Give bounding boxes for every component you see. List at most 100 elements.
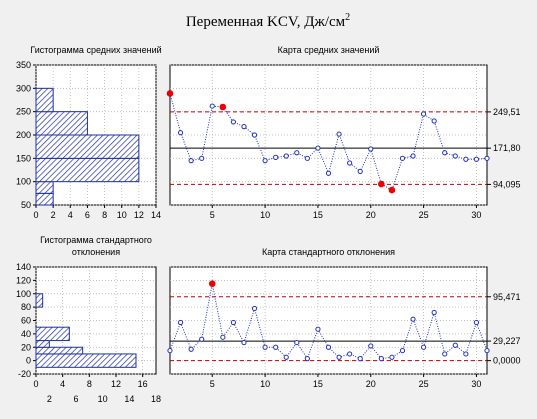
control-chart-1-control-label: 94,095 (493, 179, 521, 189)
control-chart-1-control-label: 171,80 (493, 143, 521, 153)
histogram-2-title: Гистограмма стандартного отклонения (40, 235, 152, 257)
control-chart-1-point (347, 160, 353, 166)
control-chart-3-control-label: 29,227 (493, 336, 521, 346)
histogram-0-bar (35, 157, 140, 183)
control-chart-3-point (273, 344, 279, 350)
control-chart-1-alarm-point (219, 103, 227, 111)
histogram-2-bar (35, 353, 137, 368)
histogram-0-ytick-label: 200 (16, 130, 31, 140)
control-chart-3-point (325, 344, 332, 350)
control-chart-1-point (463, 156, 469, 162)
histogram-2-bar (35, 346, 84, 355)
control-chart-1-point (442, 150, 448, 156)
control-chart-1-point (431, 118, 437, 124)
control-chart-3-xtick-label: 30 (471, 379, 481, 389)
histogram-2-xtick-label-lower: 6 (73, 394, 78, 404)
histogram-0-bar (35, 111, 88, 136)
control-chart-3-point (167, 347, 173, 354)
control-chart-3-xtick-label: 20 (366, 379, 376, 389)
histogram-0-bar (35, 134, 140, 159)
control-chart-3-point (177, 319, 184, 326)
histogram-2-bar (35, 326, 70, 342)
histogram-0-ytick-label: 350 (16, 60, 31, 70)
histogram-2-title-line-1: Гистограмма стандартного (40, 235, 152, 245)
control-chart-1-point (399, 155, 406, 161)
control-chart-1-control-label: 249,51 (493, 107, 521, 117)
control-chart-1-point (315, 145, 321, 151)
histogram-2-xtick-label-lower: 14 (124, 394, 134, 404)
histogram-2-xtick-label-lower: 18 (151, 394, 161, 404)
control-chart-3-title: Карта стандартного отклонения (262, 247, 395, 257)
control-chart-1-xtick-label: 5 (210, 210, 215, 220)
control-chart-3-xtick-label: 10 (260, 379, 270, 389)
histogram-0-ytick-label: 150 (16, 153, 31, 163)
main-title-superscript: 2 (345, 12, 350, 23)
control-chart-1-point (188, 158, 194, 164)
control-chart-1-alarm-point (388, 186, 396, 194)
histogram-0-bar (35, 87, 54, 113)
control-chart-1-point (368, 146, 374, 152)
histogram-0-title: Гистограмма средних значений (30, 45, 161, 55)
control-chart-1-point (241, 124, 247, 130)
control-chart-3-point (484, 347, 490, 354)
control-chart-3-point (399, 347, 406, 354)
control-chart-1-point (484, 155, 490, 161)
histogram-2-ytick-label: 100 (16, 289, 31, 299)
control-chart-1-xtick-label: 25 (419, 210, 429, 220)
histogram-0-ytick-label: 50 (21, 200, 31, 210)
control-chart-1-point (336, 131, 342, 137)
control-chart-3-point (357, 356, 363, 362)
control-chart-3-xtick-label: 15 (313, 379, 323, 389)
control-chart-1-point (473, 156, 480, 162)
histogram-2-bar (35, 340, 50, 348)
control-chart-3-point (262, 344, 268, 350)
control-chart-1-point (325, 170, 332, 176)
control-chart-3-point (336, 354, 342, 360)
histogram-0-bar (35, 181, 54, 194)
histogram-2-xtick-label: 12 (111, 379, 121, 389)
control-chart-1-point (304, 155, 310, 161)
control-chart-3-point (294, 339, 300, 346)
histogram-0-xtick-label: 14 (151, 210, 161, 220)
histogram-0-xtick-label: 4 (68, 210, 73, 220)
control-chart-3-point (431, 309, 437, 316)
histogram-2-title-line-2: отклонения (72, 247, 120, 257)
control-chart-3-point (315, 326, 321, 332)
histogram-2-xtick-label-lower: 2 (47, 394, 52, 404)
control-chart-3-point (220, 334, 226, 340)
control-chart-1-point (199, 155, 205, 161)
control-chart-3-point (199, 336, 205, 342)
control-chart-3-point (251, 305, 258, 312)
histogram-0-xtick-label: 6 (85, 210, 90, 220)
control-chart-3-plot-area (169, 266, 488, 375)
histogram-0-xtick-label: 10 (117, 210, 127, 220)
histogram-2-ytick-label: 120 (16, 275, 31, 285)
histogram-2-xtick-label: 0 (33, 379, 38, 389)
histogram-2-ytick-label: 80 (21, 302, 31, 312)
histogram-2-ytick-label: -20 (18, 369, 31, 379)
histogram-2-bar (35, 293, 44, 308)
histogram-2-xtick-label: 4 (60, 379, 65, 389)
control-chart-1-alarm-point (166, 90, 174, 97)
control-chart-1-point (410, 153, 416, 159)
control-chart-1-point (262, 158, 268, 164)
control-chart-1-point (294, 150, 300, 156)
histogram-2-ytick-label: 20 (21, 342, 31, 352)
histogram-0-xtick-label: 12 (134, 210, 144, 220)
histogram-2-ytick-label: 40 (21, 329, 31, 339)
histogram-2-xtick-label-lower: 10 (98, 394, 108, 404)
histogram-2-ytick-label: 140 (16, 262, 31, 272)
main-title: Переменная KCV, Дж/см2 (186, 12, 350, 30)
control-chart-3-point (421, 344, 427, 350)
control-chart-3-point (389, 354, 395, 360)
control-chart-1-point (283, 153, 289, 159)
control-chart-1-point (421, 111, 427, 117)
histogram-2-ytick-label: 60 (21, 316, 31, 326)
control-chart-1-title: Карта средних значений (278, 45, 380, 55)
control-chart-1-xtick-label: 10 (260, 210, 270, 220)
control-chart-1-point (452, 153, 458, 159)
control-chart-3-alarm-point (208, 280, 216, 288)
control-chart-3-point (378, 356, 384, 362)
control-chart-3-point (442, 351, 448, 357)
